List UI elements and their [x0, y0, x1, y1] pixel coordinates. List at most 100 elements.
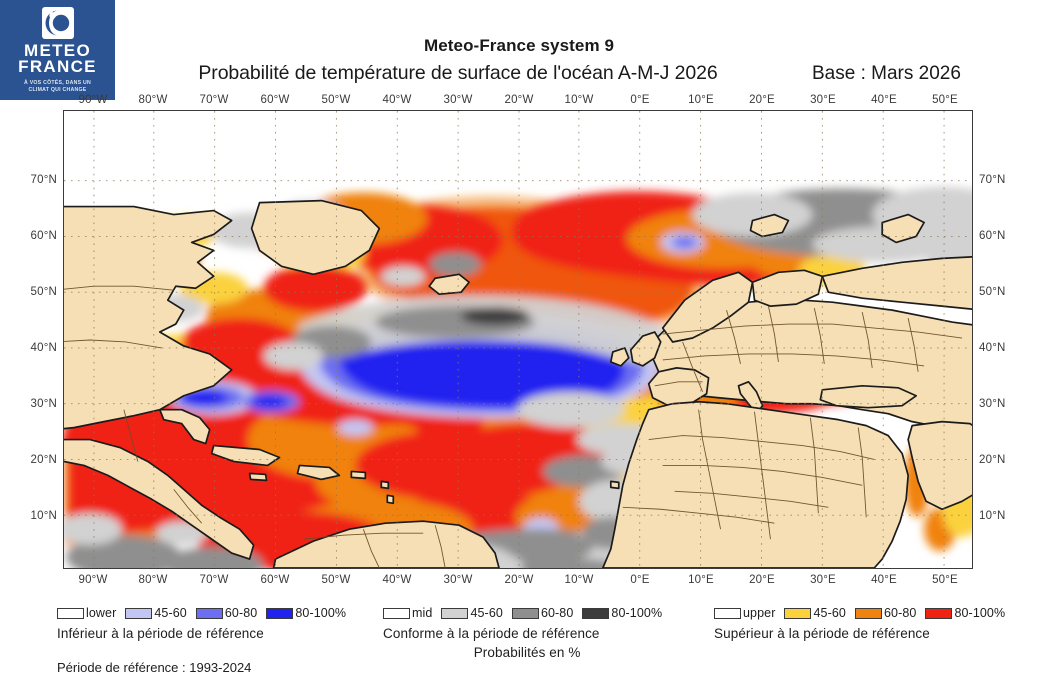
lon-tick-top-9: 0°E [630, 94, 650, 106]
logo-tagline-line1: À VOS CÔTÉS, DANS UN [24, 80, 91, 86]
legend-item-upper-3: 80-100% [925, 606, 1005, 620]
legend-swatch-mid-60-80 [511, 607, 539, 619]
lon-tick-top-12: 30°E [810, 94, 836, 106]
lon-tick-top-0: 90°W [78, 94, 108, 106]
legend-swatch-mid-80-100 [582, 607, 610, 619]
lon-tick-bottom-9: 0°E [630, 574, 650, 586]
reference-period-label: Période de référence : 1993-2024 [57, 660, 252, 675]
lon-tick-bottom-10: 10°E [688, 574, 714, 586]
legend-caption-upper: Supérieur à la période de référence [714, 626, 930, 641]
lat-tick-right-3: 40°N [979, 342, 1006, 354]
logo-text-france: FRANCE [18, 57, 97, 76]
legend-item-lower-1: 45-60 [125, 606, 187, 620]
lat-tick-right-6: 10°N [979, 510, 1006, 522]
lon-tick-bottom-5: 40°W [382, 574, 412, 586]
lon-tick-bottom-13: 40°E [871, 574, 897, 586]
lon-tick-top-3: 60°W [260, 94, 290, 106]
legend-caption-lower: Inférieur à la période de référence [57, 626, 264, 641]
legend-label-lower-80-100: 80-100% [295, 606, 347, 620]
map-container: 90°W 80°W 70°W 60°W 50°W 40°W 30°W 20°W … [31, 94, 1006, 586]
legend-swatch-mid-45-60 [441, 607, 469, 619]
lon-tick-top-10: 10°E [688, 94, 714, 106]
legend-caption-mid: Conforme à la période de référence [383, 626, 600, 641]
legend-row-lower: lower 45-60 60-80 80-100% [57, 606, 355, 620]
lat-tick-right-1: 60°N [979, 230, 1006, 242]
legend-swatch-upper-base [714, 607, 741, 619]
lat-tick-right-2: 50°N [979, 286, 1006, 298]
legend-swatch-upper-80-100 [925, 607, 953, 619]
lon-tick-bottom-1: 80°W [138, 574, 168, 586]
lat-tick-left-3: 40°N [30, 342, 57, 354]
lat-tick-right-4: 30°N [979, 398, 1006, 410]
legend-label-lower-60-80: 60-80 [224, 606, 258, 620]
lon-tick-top-2: 70°W [199, 94, 229, 106]
legend-item-upper-1: 45-60 [784, 606, 846, 620]
lat-tick-left-4: 30°N [30, 398, 57, 410]
lon-tick-bottom-7: 20°W [504, 574, 534, 586]
lon-tick-bottom-3: 60°W [260, 574, 290, 586]
logo-text-meteo: METEO [24, 41, 91, 60]
logo-tagline-line2: CLIMAT QUI CHANGE [28, 87, 87, 93]
lat-tick-left-6: 10°N [30, 510, 57, 522]
legend-swatch-mid-base [383, 607, 410, 619]
lon-tick-top-14: 50°E [932, 94, 958, 106]
lon-tick-top-5: 40°W [382, 94, 412, 106]
legend-label-lower-45-60: 45-60 [154, 606, 187, 620]
legend-label-upper-45-60: 45-60 [813, 606, 846, 620]
legend-swatch-lower-80-100 [266, 607, 294, 619]
lon-tick-bottom-12: 30°E [810, 574, 836, 586]
lon-tick-bottom-11: 20°E [749, 574, 775, 586]
meteo-france-emblem-icon [41, 6, 75, 40]
lon-tick-top-13: 40°E [871, 94, 897, 106]
legend-swatch-lower-base [57, 607, 84, 619]
legend-row-mid: mid 45-60 60-80 80-100% [383, 606, 671, 620]
legend-label-lower-base: lower [86, 606, 117, 620]
lon-tick-bottom-0: 90°W [78, 574, 108, 586]
lon-tick-bottom-8: 10°W [564, 574, 594, 586]
page-title: Probabilité de température de surface de… [198, 62, 718, 84]
map-frame [63, 110, 973, 569]
legend-item-mid-2: 60-80 [511, 606, 574, 620]
legend-swatch-upper-60-80 [854, 607, 882, 619]
lat-tick-left-0: 70°N [30, 174, 57, 186]
legend-probability-unit: Probabilités en % [473, 645, 581, 660]
lon-tick-top-1: 80°W [138, 94, 168, 106]
legend-swatch-upper-45-60 [784, 607, 812, 619]
lon-tick-top-6: 30°W [443, 94, 473, 106]
legend-item-lower-2: 60-80 [195, 606, 258, 620]
lon-tick-top-11: 20°E [749, 94, 775, 106]
legend-row-upper: upper 45-60 60-80 80-100% [714, 606, 1014, 620]
model-title: Meteo-France system 9 [423, 36, 615, 55]
legend: lower 45-60 60-80 80-100% Inférieur à la… [0, 600, 1038, 695]
meteo-france-logo: METEO FRANCE À VOS CÔTÉS, DANS UN CLIMAT… [0, 0, 115, 100]
lon-tick-bottom-2: 70°W [199, 574, 229, 586]
probability-heatmap [64, 111, 972, 568]
logo-tagline: À VOS CÔTÉS, DANS UN CLIMAT QUI CHANGE [24, 80, 91, 94]
lat-tick-right-5: 20°N [979, 454, 1006, 466]
legend-group-upper: upper 45-60 60-80 80-100% Supérieur à la… [714, 606, 1014, 641]
lat-tick-right-0: 70°N [979, 174, 1006, 186]
legend-item-mid-3: 80-100% [582, 606, 662, 620]
lon-tick-top-7: 20°W [504, 94, 534, 106]
base-date-label: Base : Mars 2026 [812, 63, 961, 84]
legend-item-upper-2: 60-80 [854, 606, 916, 620]
legend-item-upper-0: upper [714, 606, 775, 620]
legend-item-mid-0: mid [383, 606, 432, 620]
lat-tick-left-1: 60°N [30, 230, 57, 242]
legend-item-lower-0: lower [57, 606, 116, 620]
lon-tick-bottom-6: 30°W [443, 574, 473, 586]
legend-label-mid-60-80: 60-80 [540, 606, 574, 620]
lat-tick-left-2: 50°N [30, 286, 57, 298]
lon-tick-bottom-14: 50°E [932, 574, 958, 586]
legend-swatch-lower-60-80 [195, 607, 223, 619]
legend-item-mid-1: 45-60 [441, 606, 503, 620]
legend-group-lower: lower 45-60 60-80 80-100% Inférieur à la… [57, 606, 355, 641]
lon-tick-top-8: 10°W [564, 94, 594, 106]
lat-tick-left-5: 20°N [30, 454, 57, 466]
legend-label-upper-base: upper [743, 606, 776, 620]
legend-item-lower-3: 80-100% [266, 606, 346, 620]
lon-tick-bottom-4: 50°W [321, 574, 351, 586]
legend-group-mid: mid 45-60 60-80 80-100% Conforme à la pé… [383, 606, 671, 660]
legend-label-mid-80-100: 80-100% [611, 606, 663, 620]
legend-label-mid-45-60: 45-60 [470, 606, 503, 620]
